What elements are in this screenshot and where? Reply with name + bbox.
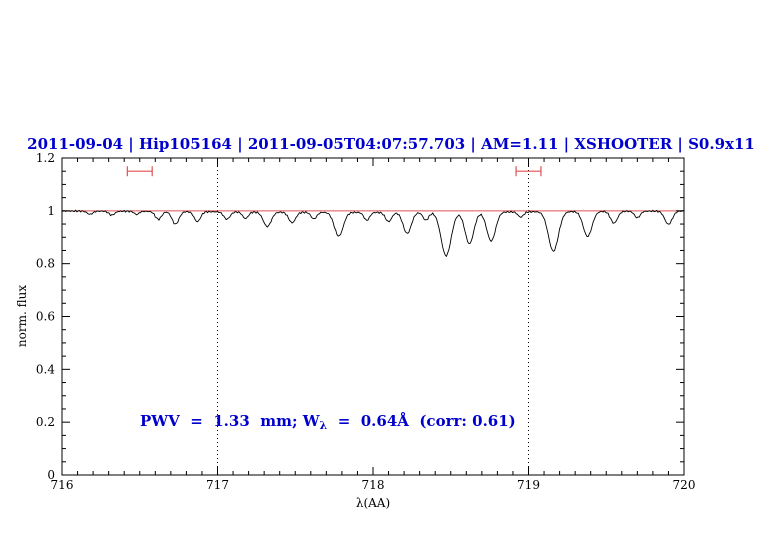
x-tick-label: 716 [51,478,74,492]
pwv-annotation-prefix: PWV = 1.33 mm; W [140,412,320,430]
x-tick-label: 719 [517,478,540,492]
y-tick-label: 0 [47,468,55,482]
x-tick-label: 718 [362,478,385,492]
spectrum-line [61,209,685,257]
y-tick-label: 1.2 [36,151,55,165]
y-tick-label: 0.4 [36,362,55,376]
plot-title: 2011-09-04 | Hip105164 | 2011-09-05T04:0… [27,135,755,153]
y-tick-label: 0.2 [36,415,55,429]
y-tick-label: 0.8 [36,257,55,271]
x-tick-label: 720 [673,478,696,492]
y-axis-label: norm. flux [15,284,29,348]
y-tick-label: 1 [47,204,55,218]
pwv-annotation-lambda-subscript: λ [319,419,328,432]
y-tick-label: 0.6 [36,310,55,324]
pwv-annotation: PWV = 1.33 mm; Wλ = 0.64Å (corr: 0.61) [140,412,516,432]
x-axis-label: λ(AA) [355,496,391,510]
pwv-annotation-suffix: = 0.64Å (corr: 0.61) [327,412,516,430]
x-tick-label: 717 [206,478,229,492]
